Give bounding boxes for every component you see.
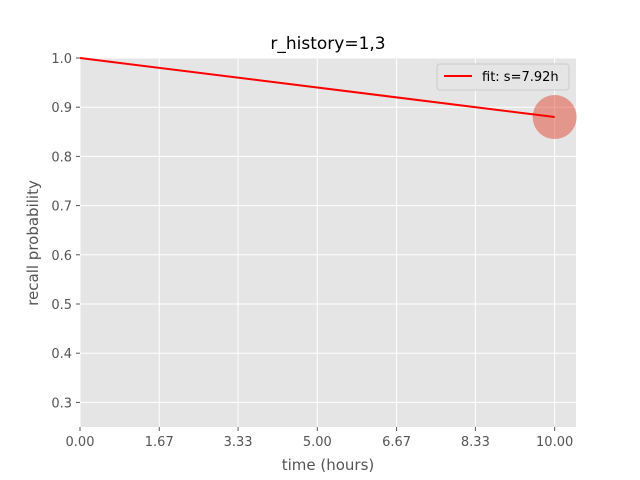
y-tick-label: 0.9 (51, 101, 72, 116)
legend-label: fit: s=7.92h (482, 70, 559, 85)
y-tick-label: 0.5 (51, 298, 72, 313)
x-tick-label: 3.33 (224, 435, 253, 450)
x-tick-label: 6.67 (382, 435, 411, 450)
y-tick-label: 0.6 (51, 249, 72, 264)
y-tick-label: 0.3 (51, 396, 72, 411)
y-tick-labels: 0.3 0.4 0.5 0.6 0.7 0.8 0.9 1.0 (51, 52, 80, 411)
observation-point (532, 95, 577, 140)
legend: fit: s=7.92h (436, 63, 570, 91)
x-tick-label: 10.00 (536, 435, 573, 450)
x-axis-label: time (hours) (282, 456, 375, 474)
y-tick-label: 0.8 (51, 150, 72, 165)
y-axis-label: recall probability (24, 180, 42, 306)
fit-line (79, 57, 555, 119)
x-tick-label: 5.00 (303, 435, 332, 450)
plot-area-background (80, 58, 576, 427)
y-tick-label: 0.4 (51, 347, 72, 362)
y-gridlines (80, 57, 576, 403)
data-marks (79, 57, 577, 140)
x-tick-label: 8.33 (461, 435, 490, 450)
x-tick-label: 1.67 (145, 435, 174, 450)
y-tick-label: 1.0 (51, 52, 72, 67)
chart-title: r_history=1,3 (270, 34, 385, 54)
legend-box (436, 63, 570, 91)
x-tick-labels: 0.00 1.67 3.33 5.00 6.67 8.33 10.00 (66, 427, 573, 450)
y-tick-label: 0.7 (51, 200, 72, 215)
x-tick-label: 0.00 (66, 435, 95, 450)
